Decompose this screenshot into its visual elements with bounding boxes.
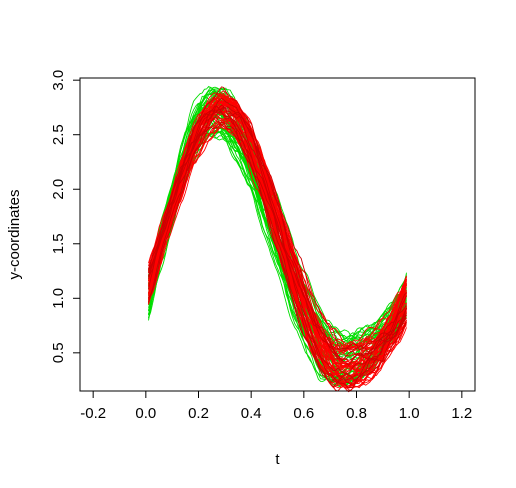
x-tick-label: 0.4 (241, 405, 262, 422)
x-tick-label: 1.2 (451, 405, 472, 422)
series-line (148, 106, 407, 353)
y-tick-label: 2.0 (50, 179, 67, 200)
x-axis-title: t (275, 451, 280, 468)
y-tick-label: 2.5 (50, 124, 67, 145)
series-line (148, 106, 407, 383)
x-tick-label: 0.0 (135, 405, 156, 422)
y-tick-label: 0.5 (50, 342, 67, 363)
x-tick-label: 0.6 (293, 405, 314, 422)
y-tick-label: 3.0 (50, 70, 67, 91)
y-axis: 0.5 1.0 1.5 2.0 2.5 3.0 (50, 70, 81, 363)
x-tick-label: 0.2 (188, 405, 209, 422)
series-line (148, 86, 407, 366)
y-tick-label: 1.0 (50, 288, 67, 309)
curve-layer (148, 85, 407, 393)
x-tick-label: 1.0 (399, 405, 420, 422)
x-tick-label: -0.2 (80, 405, 106, 422)
series-line (148, 104, 407, 389)
y-tick-label: 1.5 (50, 233, 67, 254)
x-axis: -0.2 0.0 0.2 0.4 0.6 0.8 1.0 1.2 (80, 390, 472, 422)
y-axis-title: y-coordinates (6, 189, 23, 279)
x-tick-label: 0.8 (346, 405, 367, 422)
